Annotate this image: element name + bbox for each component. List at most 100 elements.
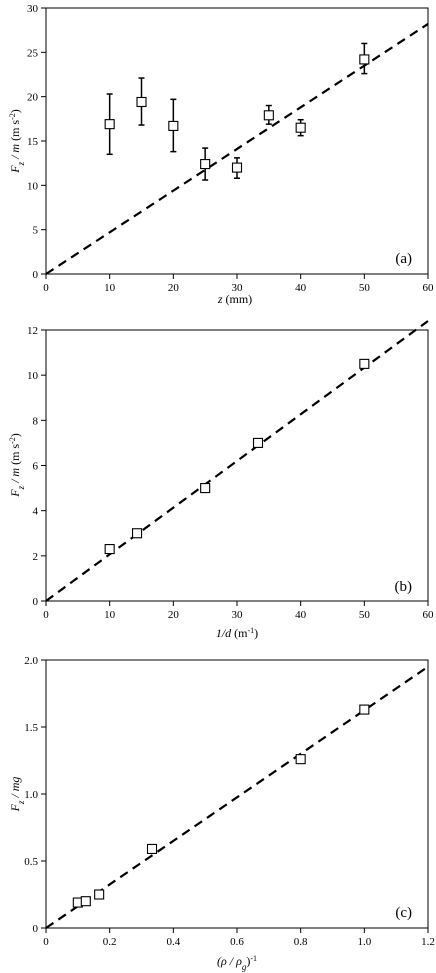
panel-b-x-axis-label: 1/d (m-1): [216, 626, 258, 641]
panel-a-xtick-label: 50: [359, 282, 371, 294]
panel-b-xtick-label: 10: [104, 609, 116, 621]
panel-b-ytick-label: 4: [33, 506, 39, 518]
panel-c-ytick-label: 2.0: [24, 655, 38, 667]
panel-b-ylabel-sub: z: [16, 485, 26, 490]
panel-a-data-point: [231, 162, 243, 173]
panel-a-xtick-label: 60: [423, 282, 435, 294]
panel-a-ylabel-var: F: [8, 165, 22, 174]
panel-a-ylabel-close: ): [8, 109, 22, 113]
panel-c-ytick-label: 0.5: [24, 856, 38, 868]
panel-c-xtick-label: 0.8: [294, 936, 308, 948]
panel-b-data-point: [252, 437, 264, 448]
panel-a-y-axis-label: Fz / m (m s-2): [8, 109, 27, 174]
panel-c-xtick-label: 0.4: [166, 936, 180, 948]
panel-c-ylabel-sub: z: [16, 800, 26, 805]
panel-b-ylabel-close: ): [8, 433, 22, 437]
panel-c-xlabel-sup: -1: [250, 954, 257, 963]
panel-b-panel-label: (b): [395, 579, 413, 595]
panel-a-data-point: [136, 96, 147, 108]
panel-c-ytick-label: 1.5: [24, 722, 38, 734]
panel-b-ytick-label: 6: [33, 461, 39, 473]
panel-b-xlabel-unit: (m: [231, 626, 248, 640]
panel-b-ytick-label: 10: [27, 370, 39, 382]
panel-b-ytick-label: 12: [27, 325, 38, 337]
panel-a-x-axis-label: z (mm): [217, 292, 252, 306]
panel-c-xtick-label: 1.2: [421, 936, 435, 948]
panel-b-xtick-label: 20: [168, 609, 180, 621]
panel-c-data-point: [80, 896, 91, 907]
panel-c-x-axis-label: (ρ / ρg)-1: [217, 954, 257, 973]
panel-b-xlabel-close: ): [254, 626, 258, 640]
panel-b-frame: [45, 329, 429, 602]
panel-b-xtick-label: 50: [359, 609, 371, 621]
panel-a-ylabel-sub: z: [16, 161, 26, 166]
panel-a-ytick-label: 25: [27, 47, 39, 59]
panel-a-ylabel-sup: -2: [8, 113, 17, 120]
panel-a-panel-label: (a): [395, 251, 412, 267]
panel-a-xlabel-unit: (mm): [223, 292, 253, 306]
panel-b-xtick-label: 40: [295, 609, 307, 621]
panel-c-data-point: [295, 754, 306, 765]
panel-b-ylabel-rest: / m: [8, 468, 22, 486]
panel-a-fit-line: [45, 23, 429, 275]
panel-a-ytick-label: 10: [27, 180, 39, 192]
panel-a-ytick-label: 5: [33, 225, 39, 237]
panel-c-data-point: [359, 704, 370, 715]
panel-a-data-point: [168, 120, 179, 131]
panel-b-xlabel-var: 1/d: [216, 626, 232, 640]
panel-b-y-axis-label: Fz / m (m s-2): [8, 433, 27, 498]
panel-b-data-point: [131, 528, 143, 539]
panel-a-data-point: [359, 54, 370, 65]
panel-a-xtick-label: 30: [232, 282, 244, 294]
panel-b-xtick-label: 60: [423, 609, 435, 621]
panel-c-ylabel-rest: / mg: [8, 777, 22, 801]
panel-c-data-point: [146, 843, 158, 854]
panel-a-ytick-label: 20: [27, 92, 39, 104]
panel-a-xtick-label: 40: [295, 282, 307, 294]
panel-a-data-point: [263, 110, 274, 121]
panel-a-ytick-label: 15: [27, 136, 39, 148]
panel-c-ytick-label: 0: [33, 923, 39, 935]
panel-a-data-point: [295, 122, 306, 133]
panel-c-chart: 0 0.2 0.4 0.6 0.8 1.0 1.2 0 0.5 1.0 1.5 2.0 (ρ / ρg)…: [8, 655, 435, 972]
panel-c-frame: [45, 659, 429, 929]
panel-b-ylabel-unit: (m s: [8, 444, 22, 468]
panel-c-xtick-label: 1.0: [357, 936, 371, 948]
panel-c-xtick-label: 0.6: [230, 936, 244, 948]
panel-a-frame: [45, 7, 429, 275]
panel-a-data-point: [104, 119, 115, 130]
panel-c-xlabel-rest: ): [246, 954, 250, 968]
panel-c-xlabel-sub: g: [242, 962, 247, 972]
panel-b-data-point: [104, 544, 115, 555]
panel-c-ylabel-var: F: [8, 803, 22, 812]
panel-b-data-point: [359, 358, 370, 369]
panel-b-xtick-label: 0: [43, 609, 49, 621]
panel-a-ytick-label: 30: [27, 3, 39, 15]
panel-c-ytick-label: 1.0: [24, 789, 38, 801]
panel-b-ylabel-var: F: [8, 489, 22, 498]
panel-a-ylabel-rest: / m: [8, 144, 22, 162]
panel-c-y-axis-label: Fz / mg: [8, 777, 26, 813]
panel-b-xlabel-sup: -1: [248, 626, 255, 635]
panel-b-xtick-label: 30: [232, 609, 244, 621]
panel-a-xlabel-var: z: [217, 292, 223, 306]
panel-b-ylabel-sup: -2: [8, 437, 17, 444]
panel-b-fit-line: [45, 320, 429, 602]
panel-a-xtick-label: 0: [43, 282, 49, 294]
panel-c-xlabel-var: (ρ / ρ: [217, 954, 242, 968]
panel-a-data-point: [200, 159, 211, 170]
panel-c-xtick-label: 0: [43, 936, 49, 948]
panel-c-fit-line: [45, 665, 429, 929]
panel-a-ytick-label: 0: [33, 269, 39, 281]
panel-b-ytick-label: 8: [33, 415, 39, 427]
panel-a-xtick-label: 10: [104, 282, 116, 294]
panel-a-xtick-label: 20: [168, 282, 180, 294]
panel-a-ylabel-unit: (m s: [8, 120, 22, 144]
panel-b-data-point: [200, 483, 211, 494]
panel-c-xtick-label: 0.2: [103, 936, 117, 948]
panel-b-ytick-label: 0: [33, 596, 39, 608]
panel-c-data-point: [94, 889, 105, 900]
